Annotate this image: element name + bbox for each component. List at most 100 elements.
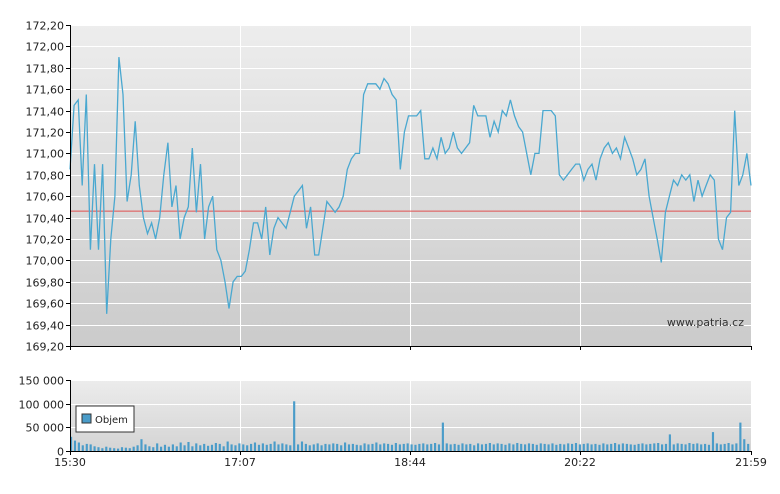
- volume-bar: [649, 443, 652, 451]
- volume-bar: [148, 446, 151, 451]
- volume-bar: [484, 443, 488, 451]
- volume-bar: [563, 444, 566, 451]
- volume-bar: [527, 443, 531, 451]
- volume-bar: [531, 443, 534, 451]
- volume-y-tick-label: 0: [57, 446, 64, 459]
- volume-bar: [246, 445, 249, 451]
- volume-bar: [692, 443, 695, 451]
- volume-bar: [234, 445, 237, 451]
- volume-bar: [719, 444, 722, 451]
- volume-bar: [242, 444, 245, 451]
- volume-bar: [426, 444, 429, 451]
- volume-bar: [668, 434, 671, 451]
- volume-panel: 150 000 100 000 50 000 0: [19, 375, 751, 459]
- volume-bar: [414, 444, 417, 451]
- volume-bar: [500, 443, 503, 451]
- volume-bar: [512, 444, 515, 451]
- volume-bar: [117, 448, 120, 451]
- volume-bar: [191, 446, 194, 451]
- volume-bar: [743, 439, 746, 451]
- volume-bar: [430, 443, 433, 451]
- volume-bar: [367, 444, 370, 451]
- volume-bar: [567, 443, 570, 451]
- volume-bar: [504, 444, 507, 451]
- volume-bar: [371, 443, 374, 451]
- volume-bar: [449, 444, 452, 451]
- volume-bar: [269, 443, 272, 451]
- volume-bar: [617, 444, 621, 451]
- volume-bar: [257, 444, 261, 451]
- price-y-tick-label: 171,60: [26, 84, 65, 97]
- volume-bar: [402, 443, 405, 451]
- volume-bar: [586, 443, 589, 451]
- volume-bar: [676, 443, 679, 451]
- volume-bar: [183, 445, 186, 451]
- volume-bar: [704, 443, 707, 451]
- volume-bar: [508, 443, 511, 451]
- volume-bar: [387, 443, 390, 451]
- volume-bar: [265, 444, 268, 451]
- volume-bar: [132, 446, 135, 451]
- volume-bar: [715, 443, 718, 451]
- volume-bar: [539, 443, 542, 451]
- volume-bar: [723, 443, 726, 451]
- volume-bar: [312, 444, 315, 451]
- volume-bar: [621, 443, 624, 451]
- volume-bar: [383, 443, 386, 451]
- watermark: www.patria.cz: [667, 316, 744, 329]
- volume-bar: [195, 443, 198, 451]
- volume-bar: [89, 444, 92, 451]
- volume-bar: [469, 443, 472, 451]
- volume-bar: [363, 443, 366, 451]
- volume-bar: [543, 443, 546, 451]
- volume-bar: [477, 443, 480, 451]
- volume-bar: [300, 441, 304, 451]
- volume-bar: [120, 447, 124, 451]
- volume-bar: [390, 444, 394, 451]
- volume-bar: [406, 443, 409, 451]
- volume-bar: [156, 443, 159, 451]
- x-tick-label: 20:22: [564, 456, 596, 469]
- price-y-tick-label: 170,80: [26, 170, 65, 183]
- volume-bar: [344, 442, 347, 451]
- volume-bar: [238, 443, 241, 451]
- volume-bar: [222, 446, 225, 451]
- x-tick-label: 15:30: [54, 456, 86, 469]
- volume-bar: [480, 444, 484, 451]
- volume-bar: [653, 443, 656, 451]
- volume-bar: [547, 444, 550, 451]
- price-y-tick-label: 170,00: [26, 255, 65, 268]
- volume-bar: [320, 445, 323, 451]
- volume-bar: [571, 443, 574, 451]
- volume-bar: [109, 447, 112, 451]
- volume-bar: [324, 443, 327, 451]
- price-panel: 172,20 172,00 171,80 171,60 171,40 171,20 171,…: [26, 20, 752, 354]
- volume-bar: [152, 447, 155, 451]
- volume-bar: [85, 443, 88, 451]
- volume-bar: [124, 447, 127, 451]
- volume-bar: [453, 443, 456, 451]
- volume-bar: [410, 444, 413, 451]
- volume-bar: [516, 443, 519, 451]
- volume-bar: [574, 443, 578, 451]
- volume-bar: [187, 442, 190, 451]
- volume-bar: [731, 444, 734, 451]
- volume-bar: [230, 444, 233, 451]
- volume-bar: [520, 443, 523, 451]
- volume-bar: [488, 443, 491, 451]
- volume-bar: [661, 444, 664, 451]
- volume-bar: [578, 444, 581, 451]
- volume-bar: [747, 443, 750, 451]
- volume-bar: [226, 441, 229, 451]
- volume-bar: [308, 445, 311, 451]
- volume-bar: [273, 441, 276, 451]
- price-y-tick-label: 171,00: [26, 148, 65, 161]
- volume-bar: [214, 443, 217, 451]
- volume-bar: [351, 443, 354, 451]
- price-y-tick-label: 171,40: [26, 106, 65, 119]
- volume-bar: [461, 443, 464, 451]
- volume-bar: [160, 446, 163, 451]
- volume-bar: [203, 443, 206, 451]
- volume-bar: [418, 443, 421, 451]
